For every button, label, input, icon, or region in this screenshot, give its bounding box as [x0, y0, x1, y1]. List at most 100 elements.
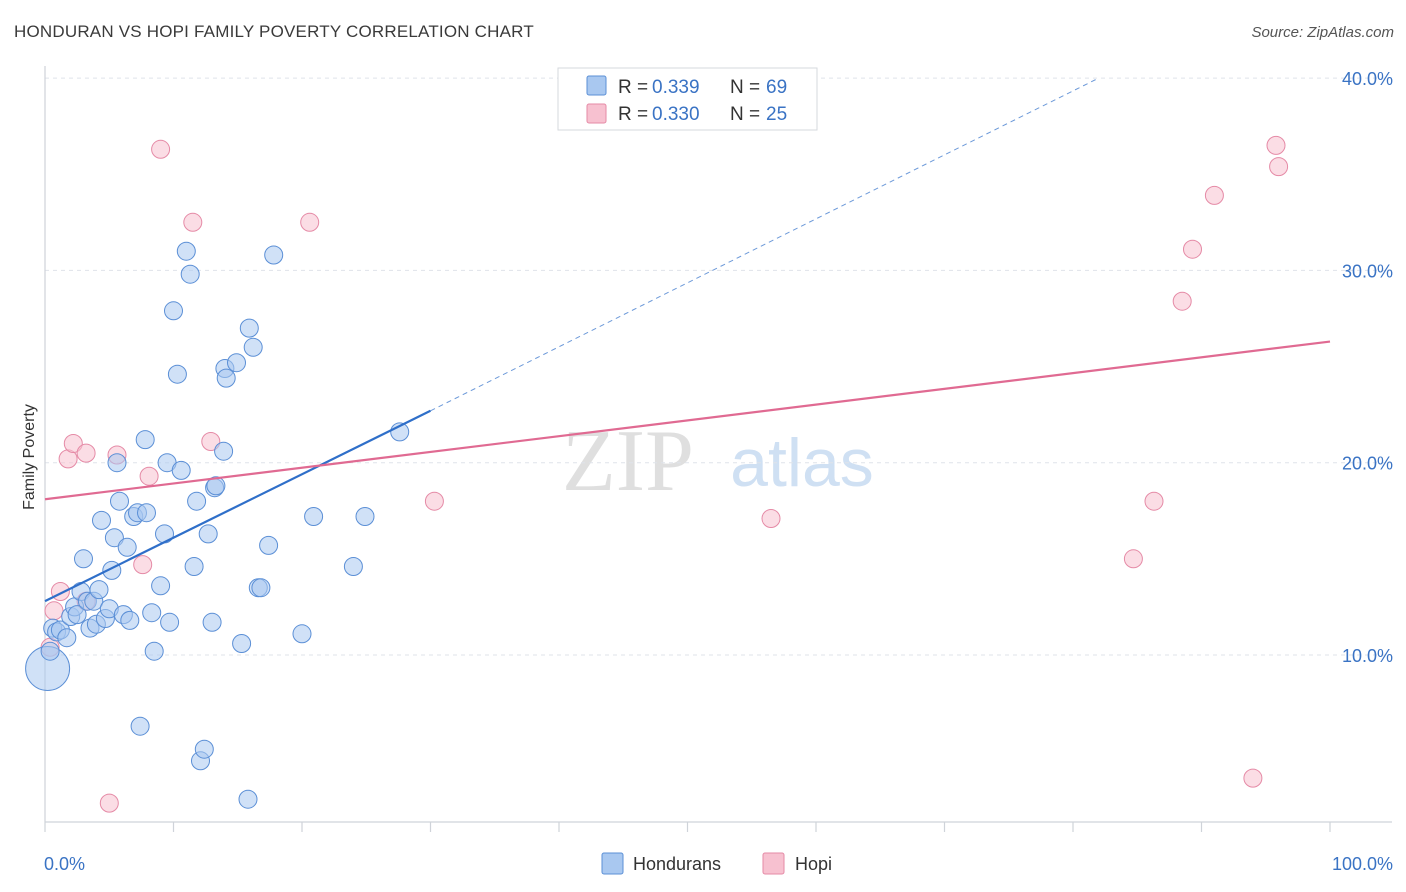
hondurans-point — [227, 353, 246, 373]
hopi-point — [201, 432, 221, 451]
hopi-point — [99, 793, 119, 813]
y-tick-label: 20.0% — [1342, 454, 1393, 474]
hopi-point — [139, 466, 159, 486]
y-tick-label: 40.0% — [1342, 69, 1393, 89]
bottom-legend-swatch-hondurans — [601, 852, 624, 875]
chart-title: HONDURAN VS HOPI FAMILY POVERTY CORRELAT… — [14, 22, 534, 41]
hondurans-point — [137, 503, 156, 523]
x-tick-label: 0.0% — [44, 854, 85, 874]
hondurans-point — [239, 318, 259, 338]
legend-r-label-hondurans: R = — [618, 77, 648, 98]
hondurans-point — [292, 624, 312, 644]
gridlines — [45, 77, 1392, 656]
hondurans-point — [176, 241, 196, 261]
data-points — [25, 135, 1289, 813]
hopi-point — [76, 443, 96, 463]
legend-n-label-hondurans: N = — [730, 77, 760, 98]
hopi-point — [424, 491, 444, 511]
hondurans-point — [232, 634, 252, 653]
hopi-point — [1243, 768, 1263, 788]
hondurans-point — [135, 430, 155, 450]
hondurans-point — [57, 628, 77, 648]
hondurans-point — [206, 476, 226, 496]
hondurans-point — [194, 739, 214, 759]
legend-r-value-hopi: 0.330 — [652, 104, 700, 125]
hondurans-point — [355, 507, 375, 526]
watermark: ZIP atlas — [562, 413, 874, 510]
hondurans-point — [142, 603, 162, 623]
hondurans-point — [89, 580, 109, 600]
hondurans-point — [164, 301, 183, 321]
hopi-point — [1172, 291, 1192, 311]
watermark-atlas: atlas — [730, 425, 874, 501]
hondurans-point — [104, 528, 124, 548]
hondurans-point — [238, 789, 258, 809]
hondurans-point — [216, 368, 236, 388]
legend-n-value-hopi: 25 — [766, 104, 787, 125]
trendlines — [44, 77, 1331, 603]
y-tick-label: 30.0% — [1342, 261, 1393, 281]
hopi-point — [183, 212, 203, 232]
bottom-legend-swatch-hopi — [762, 852, 785, 875]
hopi-point — [63, 434, 83, 453]
hondurans-point — [214, 441, 234, 461]
hondurans-point — [160, 612, 180, 632]
hondurans-point — [187, 491, 207, 511]
legend-r-value-hondurans: 0.339 — [652, 77, 700, 98]
axes — [44, 66, 1392, 832]
hondurans-point — [74, 549, 93, 569]
hopi-point — [151, 139, 171, 159]
hondurans-point — [304, 507, 324, 526]
hondurans-point — [120, 610, 140, 630]
hondurans-point — [130, 716, 150, 736]
y-tick-label: 10.0% — [1342, 646, 1393, 666]
hopi-point — [1183, 239, 1202, 259]
hopi-point — [1204, 185, 1224, 205]
watermark-zip: ZIP — [562, 413, 694, 510]
legend-swatch-hopi — [586, 103, 607, 124]
x-tick-label: 100.0% — [1332, 854, 1393, 874]
hondurans-point — [259, 535, 279, 555]
legend-r-label-hopi: R = — [618, 104, 648, 125]
hondurans-trendline-extension — [430, 77, 1099, 412]
bottom-legend-label-hondurans: Hondurans — [633, 854, 721, 874]
source-label: Source: ZipAtlas.com — [1251, 24, 1394, 41]
hondurans-point — [243, 337, 263, 357]
hopi-point — [1266, 135, 1286, 155]
hondurans-point — [107, 453, 127, 473]
hondurans-point — [110, 491, 129, 511]
legend-n-value-hondurans: 69 — [766, 77, 787, 98]
hondurans-point — [92, 510, 111, 530]
hondurans-trendline — [44, 409, 431, 603]
hopi-point — [761, 509, 781, 528]
hopi-trendline — [44, 340, 1331, 501]
y-axis-label: Family Poverty — [21, 404, 38, 510]
hondurans-point — [144, 641, 164, 661]
hopi-point — [44, 601, 64, 621]
ticks: 10.0% 20.0% 30.0% 40.0% 0.0% 100.0% — [44, 69, 1393, 874]
top-legend: R = 0.339 N = 69 R = 0.330 N = 25 — [557, 67, 818, 131]
hondurans-point — [171, 460, 191, 480]
hopi-point — [133, 555, 153, 575]
hondurans-point — [202, 612, 222, 632]
hondurans-point — [180, 264, 200, 284]
hopi-point — [1144, 491, 1164, 511]
hondurans-point — [198, 524, 218, 544]
hondurans-point — [67, 605, 87, 625]
hopi-point — [1269, 157, 1289, 177]
legend-n-label-hopi: N = — [730, 104, 760, 125]
legend-swatch-hondurans — [586, 75, 607, 96]
hondurans-point — [343, 557, 363, 576]
hondurans-point — [40, 641, 60, 661]
hondurans-point — [251, 578, 271, 598]
bottom-legend: Hondurans Hopi — [601, 852, 832, 875]
hondurans-point — [264, 245, 284, 265]
hondurans-point — [167, 364, 187, 384]
hopi-point — [1123, 549, 1143, 569]
hondurans-point — [184, 557, 204, 576]
hondurans-point — [151, 576, 171, 596]
bottom-legend-label-hopi: Hopi — [795, 854, 832, 874]
hopi-point — [300, 212, 320, 232]
hondurans-point — [117, 537, 137, 557]
